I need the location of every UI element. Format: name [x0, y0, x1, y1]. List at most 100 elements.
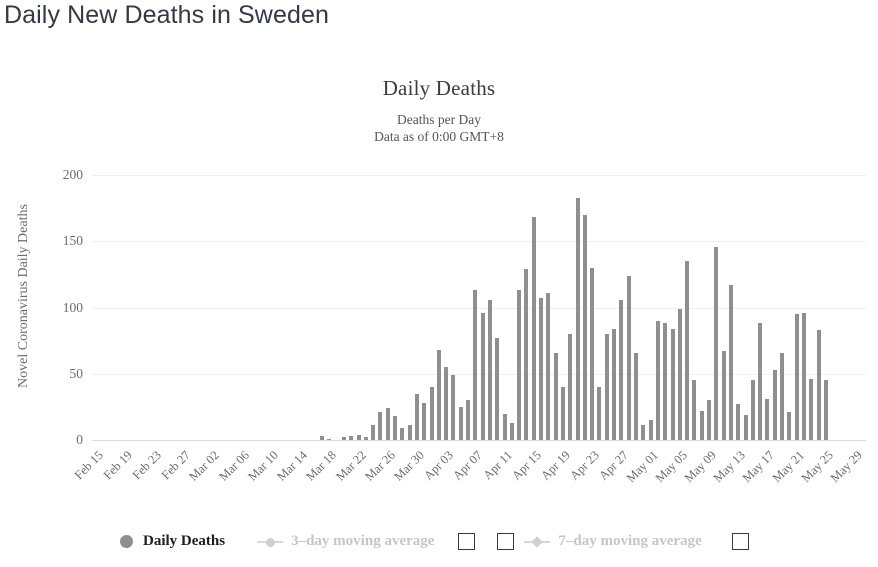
bar[interactable] [473, 290, 478, 440]
y-axis-tick-label: 150 [62, 233, 83, 249]
bar[interactable] [407, 425, 412, 440]
gridline [92, 373, 866, 375]
legend-label-daily-deaths: Daily Deaths [143, 532, 226, 549]
bar[interactable] [801, 312, 806, 440]
bar[interactable] [633, 352, 638, 440]
gridline [92, 440, 866, 441]
checkbox-after-7day[interactable] [731, 532, 749, 550]
bar[interactable] [509, 422, 514, 440]
bar[interactable] [641, 425, 646, 440]
bar[interactable] [612, 328, 617, 440]
bar[interactable] [765, 398, 770, 440]
bar[interactable] [707, 400, 711, 440]
line-diamond-marker-icon [524, 535, 551, 548]
bar[interactable] [736, 404, 741, 440]
bar[interactable] [531, 217, 536, 440]
line-circle-marker-icon [257, 535, 284, 548]
bar[interactable] [721, 351, 726, 440]
bar[interactable] [626, 275, 631, 440]
bar[interactable] [553, 352, 558, 440]
bar[interactable] [495, 337, 500, 440]
bar[interactable] [400, 428, 405, 440]
bar[interactable] [560, 387, 565, 440]
bar[interactable] [436, 349, 441, 440]
chart-title: Daily Deaths [382, 76, 496, 100]
bar[interactable] [604, 334, 609, 440]
bar[interactable] [714, 246, 719, 440]
bar[interactable] [458, 406, 463, 440]
bar[interactable] [466, 400, 471, 440]
bar[interactable] [414, 393, 419, 440]
y-axis-tick-label: 50 [69, 365, 84, 381]
bar[interactable] [809, 379, 814, 440]
y-axis-tick-label: 100 [62, 299, 83, 315]
bar[interactable] [502, 413, 507, 440]
bar[interactable] [575, 197, 580, 440]
bar[interactable] [780, 352, 785, 440]
bar[interactable] [444, 367, 449, 440]
legend-item-3day-moving-average[interactable]: 3–day moving average [257, 533, 434, 550]
bar[interactable] [677, 308, 682, 440]
bar-series-daily-deaths[interactable] [92, 175, 866, 440]
bar[interactable] [692, 380, 697, 440]
bar[interactable] [385, 408, 390, 440]
legend-item-7day-moving-average[interactable]: 7–day moving average [524, 532, 702, 550]
checkbox-after-3day[interactable] [458, 532, 476, 550]
y-axis-tick-label: 200 [62, 167, 83, 182]
filled-circle-icon [120, 534, 133, 548]
page-title: Daily New Deaths in Sweden [4, 1, 329, 29]
chart-legend: Daily Deaths 3–day moving average 7–day … [0, 515, 878, 567]
chart-card: Daily Deaths Deaths per Day Data as of 0… [0, 60, 878, 567]
gridline [92, 175, 866, 176]
bar[interactable] [823, 380, 828, 440]
bar[interactable] [663, 323, 668, 440]
legend-label-3day-moving-average: 3–day moving average [291, 532, 435, 549]
bar[interactable] [648, 420, 653, 440]
chart-subtitle: Deaths per Day Data as of 0:00 GMT+8 [0, 111, 878, 145]
bar[interactable] [517, 290, 522, 440]
y-axis-label: Novel Coronavirus Daily Deaths [16, 204, 31, 388]
bar[interactable] [568, 334, 573, 440]
bar[interactable] [743, 414, 748, 440]
chart-subtitle-line-1: Deaths per Day [397, 112, 481, 127]
bar[interactable] [794, 314, 799, 440]
bar[interactable] [393, 416, 398, 440]
bar[interactable] [429, 387, 434, 440]
bar[interactable] [772, 369, 777, 440]
bar[interactable] [363, 437, 368, 440]
bar[interactable] [728, 284, 733, 440]
bar[interactable] [378, 412, 383, 440]
bar[interactable] [750, 380, 755, 440]
legend-item-daily-deaths[interactable]: Daily Deaths [120, 533, 225, 550]
bar[interactable] [655, 320, 660, 440]
gridline [92, 307, 866, 309]
bar[interactable] [758, 323, 763, 440]
bar[interactable] [356, 434, 361, 440]
bar[interactable] [480, 312, 485, 440]
bar[interactable] [320, 436, 324, 440]
legend-label-7day-moving-average: 7–day moving average [558, 532, 702, 549]
bar[interactable] [349, 436, 354, 440]
bar[interactable] [582, 214, 587, 440]
bar[interactable] [597, 387, 602, 440]
bar[interactable] [539, 298, 544, 440]
checkbox-before-7day[interactable] [497, 532, 515, 550]
bar[interactable] [619, 299, 624, 440]
bar[interactable] [487, 299, 492, 440]
bar[interactable] [327, 438, 332, 440]
bar[interactable] [670, 328, 675, 440]
bar[interactable] [685, 261, 690, 440]
bar[interactable] [590, 267, 595, 440]
bar[interactable] [699, 410, 704, 440]
chart-subtitle-line-2: Data as of 0:00 GMT+8 [374, 129, 504, 144]
bar[interactable] [451, 375, 456, 440]
y-axis-tick-label: 0 [76, 432, 83, 447]
bar[interactable] [422, 402, 427, 440]
bar[interactable] [787, 412, 792, 440]
bar[interactable] [371, 425, 376, 440]
bar[interactable] [341, 437, 346, 440]
bar[interactable] [816, 330, 821, 440]
bar[interactable] [546, 292, 551, 440]
gridline [92, 241, 866, 243]
bar[interactable] [524, 269, 529, 440]
